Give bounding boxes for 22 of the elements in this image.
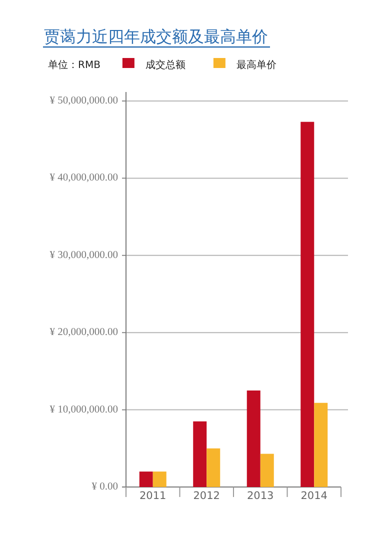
y-tick-label: ¥ 30,000,000.00 bbox=[50, 250, 118, 261]
x-tick-label: 2011 bbox=[140, 490, 166, 502]
y-tick-label: ¥ 20,000,000.00 bbox=[50, 327, 118, 338]
bar bbox=[139, 472, 153, 487]
y-tick-label: ¥ 40,000,000.00 bbox=[50, 172, 118, 184]
y-tick-label: ¥ 10,000,000.00 bbox=[50, 404, 118, 416]
bar bbox=[300, 122, 314, 487]
x-tick-label: 2013 bbox=[247, 490, 274, 502]
bar bbox=[260, 454, 274, 487]
legend-label: 成交总额 bbox=[145, 59, 186, 71]
bar bbox=[193, 421, 207, 487]
chart-title: 贾蔼力近四年成交额及最高单价 bbox=[44, 27, 268, 46]
x-tick-label: 2012 bbox=[193, 490, 220, 502]
legend-label: 最高单价 bbox=[236, 59, 276, 71]
bar bbox=[246, 390, 260, 487]
y-tick-label: ¥ 50,000,000.00 bbox=[50, 96, 118, 106]
x-tick-label: 2014 bbox=[300, 490, 328, 502]
legend-title: 单位：RMB bbox=[48, 59, 101, 71]
bar bbox=[206, 448, 220, 487]
y-tick-label: ¥ 0.00 bbox=[92, 482, 118, 492]
bar bbox=[152, 472, 166, 487]
bar bbox=[314, 402, 328, 487]
